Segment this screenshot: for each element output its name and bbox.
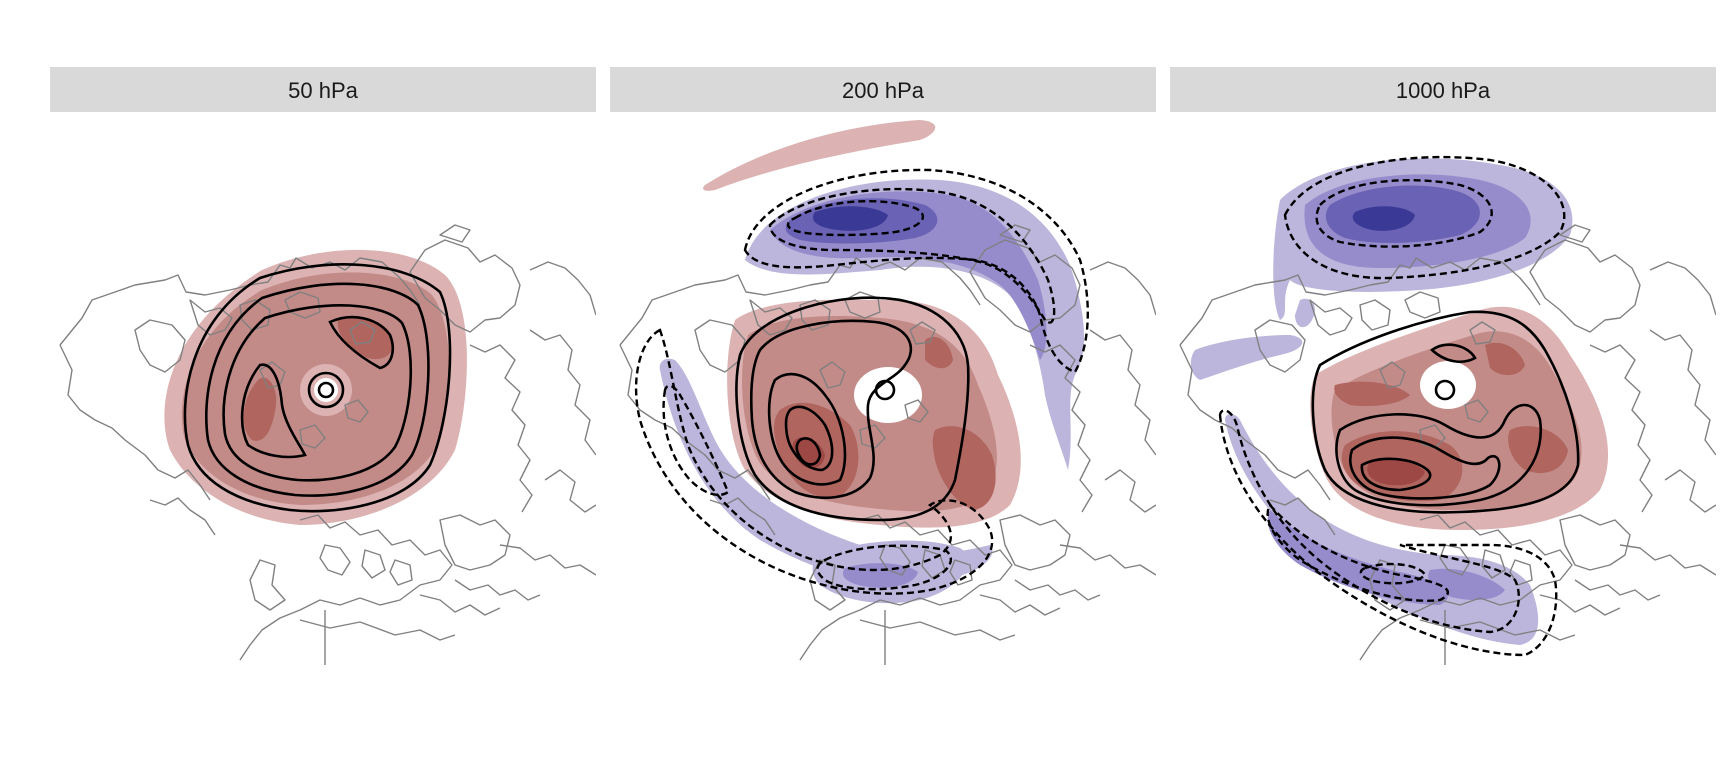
panel-50hpa: 50 hPa — [50, 67, 596, 666]
map-200hpa — [619, 120, 1156, 666]
panel-title-50hpa: 50 hPa — [288, 78, 358, 103]
panel-strip-200hpa — [610, 67, 1156, 112]
panel-strip-1000hpa — [1170, 67, 1716, 112]
shading-1000hpa — [1190, 158, 1609, 645]
panel-1000hpa: 1000 hPa — [1170, 67, 1716, 666]
panel-title-1000hpa: 1000 hPa — [1396, 78, 1491, 103]
panel-200hpa: 200 hPa — [610, 67, 1156, 666]
panel-title-200hpa: 200 hPa — [842, 78, 925, 103]
map-50hpa — [59, 224, 596, 666]
shading-200hpa — [659, 120, 1085, 604]
map-1000hpa — [1179, 155, 1716, 666]
panel-strip-50hpa — [50, 67, 596, 112]
contours-1000hpa — [1218, 155, 1580, 657]
contours-200hpa — [634, 168, 1089, 595]
contours-50hpa — [183, 263, 452, 513]
